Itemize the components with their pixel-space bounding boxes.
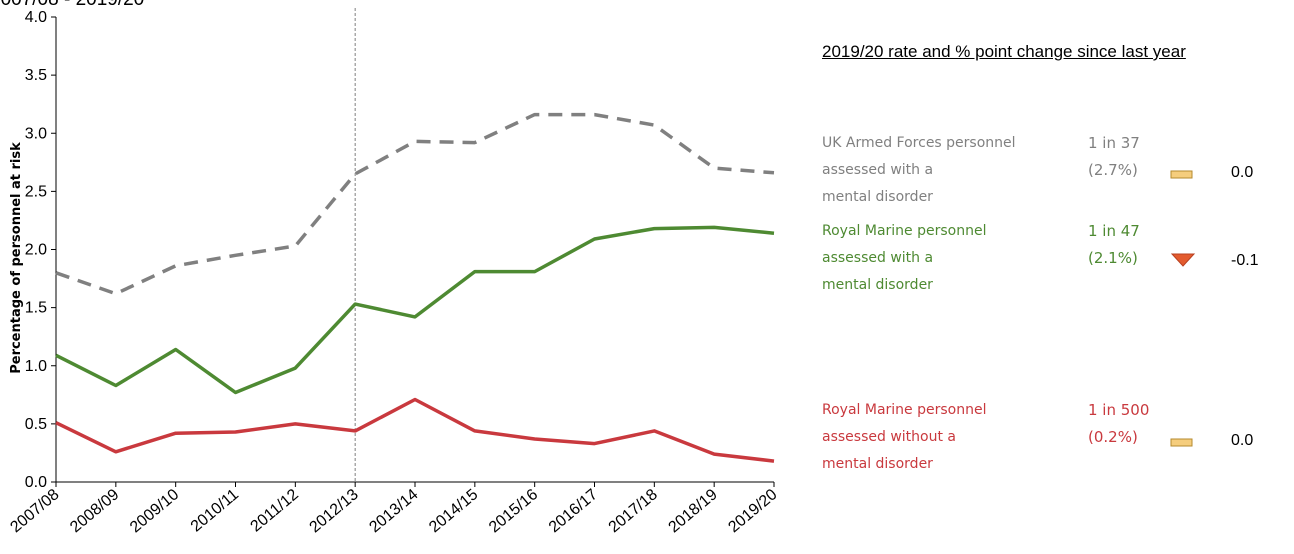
legend-entry-armed-forces: UK Armed Forces personnel assessed with …	[822, 130, 1016, 211]
panel-title: 2019/20 rate and % point change since la…	[822, 42, 1186, 61]
x-tick-label: 2018/19	[665, 486, 720, 536]
entry-label-line: mental disorder	[822, 189, 933, 205]
series-line-1	[55, 225, 775, 395]
change-rm-with: -0.1	[1231, 252, 1259, 269]
line-chart: 2007/08 - 2019/20 0.0 0.5 1.0 1.5 2.0 2.5 3.0 3…	[0, 0, 781, 536]
x-tick-label: 2009/10	[127, 486, 182, 536]
entry-label-line: assessed without a	[822, 429, 956, 445]
y-tick-label: 3.0	[25, 125, 47, 142]
chart-title: 2007/08 - 2019/20	[0, 0, 144, 10]
entry-label-line: assessed with a	[822, 250, 934, 266]
legend-entry-rm-without: Royal Marine personnel assessed without …	[822, 397, 986, 478]
entry-label-line: mental disorder	[822, 277, 933, 293]
x-tick-label: 2019/20	[725, 486, 780, 536]
x-tick-label: 2011/12	[248, 486, 302, 536]
y-axis-label: Percentage of personnel at risk	[9, 142, 24, 374]
y-tick-label: 2.5	[25, 183, 47, 200]
x-tick-label: 2016/17	[546, 486, 601, 536]
change-rm-without: 0.0	[1231, 432, 1254, 449]
y-tick-label: 2.0	[25, 242, 47, 259]
percent-value: (0.2%)	[1088, 428, 1138, 446]
entry-label: UK Armed Forces personnel assessed with …	[822, 130, 1016, 211]
x-tick-label: 2010/11	[188, 486, 242, 536]
x-tick-label: 2013/14	[366, 486, 421, 536]
entry-label-line: mental disorder	[822, 456, 933, 472]
down-triangle-icon	[1170, 252, 1196, 273]
rate-value: 1 in 47	[1088, 222, 1140, 240]
y-tick-label: 0.5	[25, 416, 47, 433]
y-tick-label: 1.0	[25, 358, 47, 375]
y-tick-label: 0.0	[25, 474, 47, 491]
rate-value: 1 in 500	[1088, 401, 1150, 419]
y-tick-label: 4.0	[25, 9, 47, 26]
entry-label-line: Royal Marine personnel	[822, 223, 987, 239]
rate-armed-forces: 1 in 37 (2.7%)	[1088, 130, 1140, 184]
x-tick-label: 2007/08	[7, 486, 62, 536]
x-tick-label: 2014/15	[426, 486, 481, 536]
entry-label: Royal Marine personnel assessed with a m…	[822, 218, 986, 299]
no-change-bar-icon	[1170, 435, 1194, 453]
entry-label-line: UK Armed Forces personnel	[822, 135, 1016, 151]
series-line-2	[55, 397, 775, 463]
series-line-0	[55, 112, 775, 296]
entry-label-line: assessed with a	[822, 162, 934, 178]
x-tick-label: 2012/13	[306, 486, 361, 536]
change-armed-forces: 0.0	[1231, 164, 1254, 181]
rate-rm-with: 1 in 47 (2.1%)	[1088, 218, 1140, 272]
rate-rm-without: 1 in 500 (0.2%)	[1088, 397, 1149, 451]
y-tick-label: 3.5	[25, 67, 47, 84]
entry-label-line: Royal Marine personnel	[822, 402, 987, 418]
legend-entry-rm-with: Royal Marine personnel assessed with a m…	[822, 218, 986, 299]
y-tick-label: 1.5	[25, 300, 47, 317]
entry-label: Royal Marine personnel assessed without …	[822, 397, 986, 478]
percent-value: (2.1%)	[1088, 249, 1138, 267]
rate-value: 1 in 37	[1088, 134, 1140, 152]
no-change-bar-icon	[1170, 167, 1194, 185]
percent-value: (2.7%)	[1088, 161, 1138, 179]
x-tick-label: 2015/16	[486, 486, 541, 536]
x-tick-label: 2008/09	[67, 486, 122, 536]
x-tick-label: 2017/18	[606, 486, 661, 536]
